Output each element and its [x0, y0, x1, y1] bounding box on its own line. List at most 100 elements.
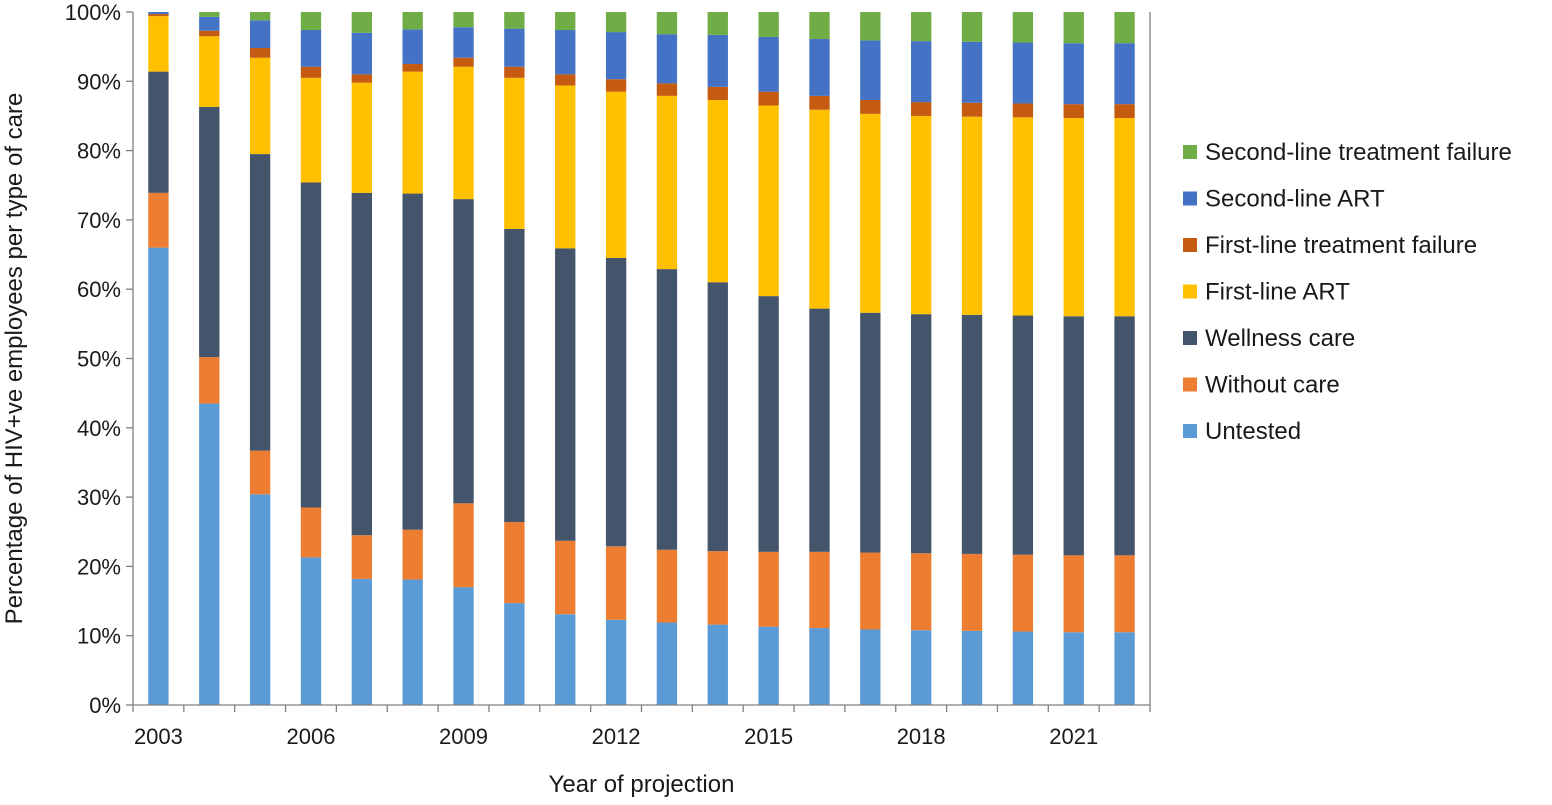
y-tick-label: 100%	[65, 0, 121, 25]
bar-segment-first-line-treatment-failure-2004	[199, 30, 220, 37]
bar-segment-untested-2022	[1114, 632, 1135, 705]
bar-segment-first-line-art-2016	[809, 109, 830, 309]
bar-segment-untested-2021	[1063, 632, 1084, 705]
x-tick-label: 2006	[286, 724, 335, 749]
bar-segment-first-line-treatment-failure-2007	[351, 74, 372, 83]
bar-segment-first-line-treatment-failure-2019	[961, 102, 983, 117]
bar-segment-without-care-2004	[199, 357, 220, 404]
bar-segment-first-line-art-2012	[605, 91, 627, 259]
bar-segment-first-line-art-2008	[402, 71, 423, 194]
bar-segment-second-line-art-2012	[605, 32, 627, 80]
legend-label-untested: Untested	[1205, 418, 1301, 445]
bar-segment-second-line-treatment-failure-2009	[453, 12, 474, 28]
bar-segment-without-care-2005	[249, 450, 271, 495]
bars-layer	[148, 12, 1135, 705]
bar-segment-first-line-treatment-failure-2015	[758, 91, 779, 106]
bar-segment-second-line-art-2018	[911, 41, 932, 103]
bar-segment-wellness-care-2003	[148, 71, 169, 193]
bar-segment-second-line-art-2022	[1114, 43, 1135, 105]
bar-segment-first-line-treatment-failure-2013	[656, 83, 678, 96]
legend-swatch-second-line-treatment-failure	[1183, 145, 1197, 159]
bar-segment-without-care-2016	[809, 551, 830, 629]
bar-segment-without-care-2009	[453, 503, 474, 588]
bar-segment-first-line-art-2005	[249, 57, 271, 155]
bar-segment-wellness-care-2014	[707, 282, 728, 552]
bar-segment-wellness-care-2017	[860, 312, 881, 553]
bar-segment-wellness-care-2007	[351, 192, 372, 536]
bar-segment-without-care-2006	[300, 507, 322, 558]
bar-segment-without-care-2003	[148, 192, 169, 248]
bar-segment-without-care-2020	[1012, 554, 1034, 632]
bar-segment-second-line-treatment-failure-2019	[961, 12, 983, 42]
bar-segment-untested-2009	[453, 587, 474, 705]
legend-swatch-wellness-care	[1183, 331, 1197, 345]
bar-segment-untested-2016	[809, 628, 830, 705]
bar-segment-second-line-treatment-failure-2010	[504, 12, 525, 29]
bar-segment-wellness-care-2010	[504, 228, 525, 523]
y-tick-labels: 0% 10% 20% 30% 40% 50% 60% 70% 80% 90% 100%	[65, 0, 133, 718]
bar-segment-first-line-treatment-failure-2022	[1114, 104, 1135, 119]
y-tick-label: 0%	[89, 693, 121, 718]
bar-segment-first-line-treatment-failure-2016	[809, 95, 830, 110]
bar-segment-untested-2017	[860, 629, 881, 705]
bar-segment-without-care-2011	[555, 540, 576, 615]
bar-segment-second-line-art-2005	[249, 20, 271, 49]
bar-segment-untested-2008	[402, 579, 423, 705]
bar-segment-untested-2020	[1012, 631, 1034, 705]
bar-segment-wellness-care-2012	[605, 258, 627, 547]
bar-segment-without-care-2015	[758, 551, 779, 627]
bar-segment-without-care-2018	[911, 553, 932, 631]
bar-segment-untested-2004	[199, 403, 220, 705]
x-tick-labels: 2003 2006 2009 2012 2015 2018 2021	[132, 705, 1151, 749]
bar-segment-first-line-treatment-failure-2003	[148, 14, 169, 17]
bar-segment-first-line-art-2015	[758, 105, 779, 297]
bar-segment-first-line-treatment-failure-2009	[453, 57, 474, 67]
bar-segment-wellness-care-2020	[1012, 315, 1034, 555]
legend-label-first-line-art: First-line ART	[1205, 279, 1350, 306]
bar-segment-second-line-treatment-failure-2006	[300, 12, 322, 31]
bar-segment-untested-2019	[961, 630, 983, 705]
bar-segment-second-line-art-2011	[555, 30, 576, 75]
bar-segment-first-line-art-2022	[1114, 118, 1135, 317]
bar-segment-first-line-art-2018	[911, 115, 932, 315]
legend: Second-line treatment failure Second-line…	[1183, 139, 1512, 445]
y-tick-label: 20%	[77, 554, 121, 579]
bar-segment-wellness-care-2015	[758, 296, 779, 552]
legend-swatch-without-care	[1183, 377, 1197, 392]
bar-segment-second-line-art-2014	[707, 34, 728, 87]
bar-segment-first-line-treatment-failure-2010	[504, 66, 525, 78]
bar-segment-second-line-treatment-failure-2020	[1012, 12, 1034, 43]
y-tick-label: 80%	[77, 139, 121, 164]
bar-segment-first-line-treatment-failure-2021	[1063, 104, 1084, 119]
bar-segment-first-line-art-2014	[707, 100, 728, 283]
legend-swatch-first-line-art	[1183, 284, 1197, 299]
bar-segment-wellness-care-2013	[656, 269, 678, 550]
bar-segment-second-line-treatment-failure-2018	[911, 12, 932, 42]
bar-segment-first-line-treatment-failure-2018	[911, 102, 932, 116]
bar-segment-second-line-art-2019	[961, 41, 983, 103]
bar-segment-first-line-treatment-failure-2011	[555, 74, 576, 86]
bar-segment-untested-2003	[148, 247, 169, 705]
bar-segment-first-line-art-2007	[351, 82, 372, 193]
x-tick-label: 2009	[439, 724, 488, 749]
bar-segment-second-line-art-2020	[1012, 42, 1034, 104]
bar-segment-second-line-treatment-failure-2015	[758, 12, 779, 37]
bar-segment-without-care-2010	[504, 522, 525, 604]
bar-segment-untested-2018	[911, 630, 932, 705]
bar-segment-first-line-treatment-failure-2005	[249, 48, 271, 58]
bar-segment-second-line-art-2007	[351, 32, 372, 75]
y-tick-label: 40%	[77, 416, 121, 441]
legend-label-first-line-treatment-failure: First-line treatment failure	[1205, 232, 1477, 259]
bar-segment-wellness-care-2011	[555, 248, 576, 541]
bar-segment-second-line-treatment-failure-2014	[707, 12, 728, 35]
bar-segment-first-line-art-2006	[300, 77, 322, 183]
bar-segment-wellness-care-2021	[1063, 316, 1084, 556]
bar-segment-second-line-treatment-failure-2021	[1063, 12, 1084, 44]
bar-segment-first-line-art-2019	[961, 116, 983, 315]
y-tick-label: 70%	[77, 208, 121, 233]
bar-segment-second-line-treatment-failure-2022	[1114, 12, 1135, 44]
bar-segment-first-line-treatment-failure-2008	[402, 63, 423, 72]
legend-swatch-second-line-art	[1183, 191, 1197, 206]
